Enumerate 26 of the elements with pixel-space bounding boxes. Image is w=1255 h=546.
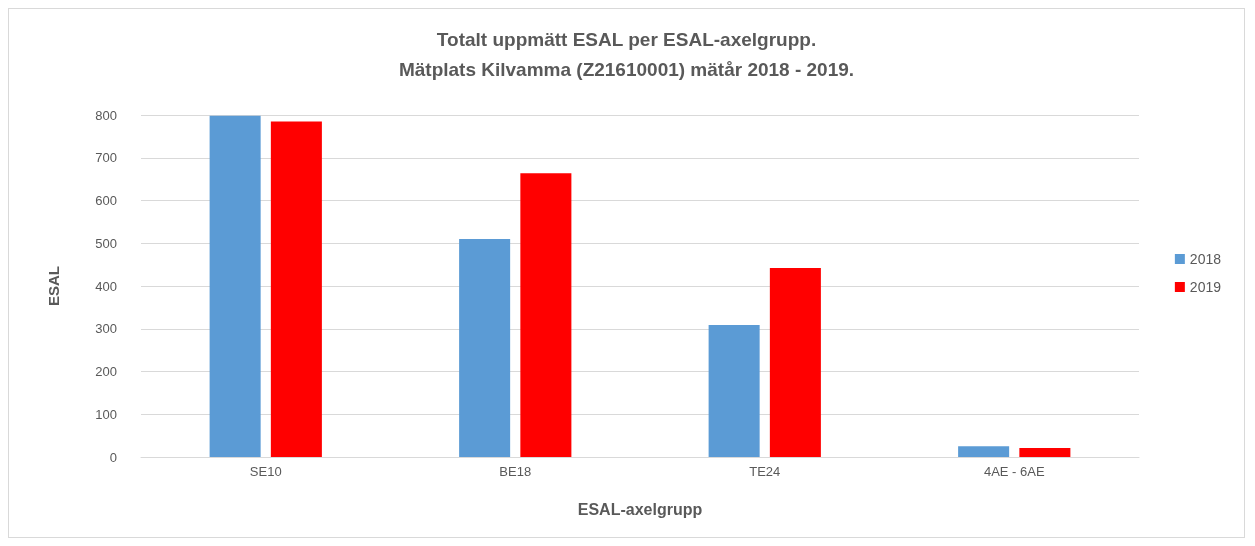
- x-tick-label: SE10: [249, 464, 282, 479]
- bar: [209, 115, 261, 457]
- y-tick-label: 500: [95, 235, 117, 251]
- y-tick-label: 800: [95, 107, 117, 123]
- x-tick-label: TE24: [749, 464, 781, 479]
- y-axis-title: ESAL: [45, 265, 62, 307]
- y-tick-label: 700: [95, 150, 117, 166]
- bar: [459, 238, 511, 457]
- y-tick-label: 100: [95, 406, 117, 422]
- legend-label: 2018: [1189, 251, 1222, 267]
- bar: [708, 324, 760, 457]
- x-tick-label: 4AE - 6AE: [983, 464, 1045, 479]
- bar: [270, 121, 322, 457]
- bar: [769, 268, 821, 457]
- bar: [958, 446, 1010, 457]
- bar: [520, 173, 572, 457]
- y-tick-label: 400: [95, 278, 117, 294]
- y-tick-label: 600: [95, 193, 117, 208]
- x-axis-title: ESAL-axelgrupp: [577, 500, 703, 518]
- chart-title: Totalt uppmätt ESAL per ESAL-axelgrupp. Mätplats Kilvamma (Z21610001) mätår 2018 - 2019.: [398, 28, 855, 80]
- y-tick-label: 300: [95, 321, 117, 337]
- y-tick-label: 0: [109, 449, 117, 465]
- y-tick-label: 200: [95, 364, 117, 379]
- bar: [1019, 448, 1071, 457]
- x-tick-label: BE18: [499, 464, 532, 479]
- legend-label: 2019: [1189, 279, 1222, 295]
